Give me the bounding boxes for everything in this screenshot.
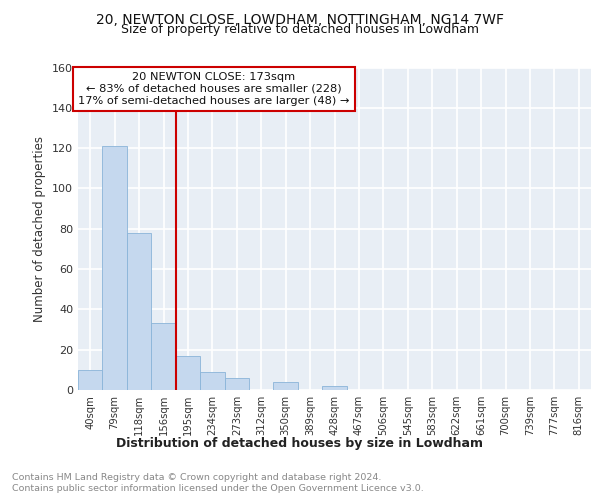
Text: 20 NEWTON CLOSE: 173sqm
← 83% of detached houses are smaller (228)
17% of semi-d: 20 NEWTON CLOSE: 173sqm ← 83% of detache…	[78, 72, 350, 106]
Bar	[127, 233, 151, 390]
Bar	[200, 372, 224, 390]
Bar	[151, 324, 176, 390]
Bar	[322, 386, 347, 390]
Bar	[103, 146, 127, 390]
Text: Size of property relative to detached houses in Lowdham: Size of property relative to detached ho…	[121, 22, 479, 36]
Bar	[78, 370, 103, 390]
Y-axis label: Number of detached properties: Number of detached properties	[34, 136, 46, 322]
Bar	[176, 356, 200, 390]
Text: Distribution of detached houses by size in Lowdham: Distribution of detached houses by size …	[116, 438, 484, 450]
Bar	[224, 378, 249, 390]
Text: Contains HM Land Registry data © Crown copyright and database right 2024.: Contains HM Land Registry data © Crown c…	[12, 472, 382, 482]
Text: Contains public sector information licensed under the Open Government Licence v3: Contains public sector information licen…	[12, 484, 424, 493]
Text: 20, NEWTON CLOSE, LOWDHAM, NOTTINGHAM, NG14 7WF: 20, NEWTON CLOSE, LOWDHAM, NOTTINGHAM, N…	[96, 12, 504, 26]
Bar	[274, 382, 298, 390]
